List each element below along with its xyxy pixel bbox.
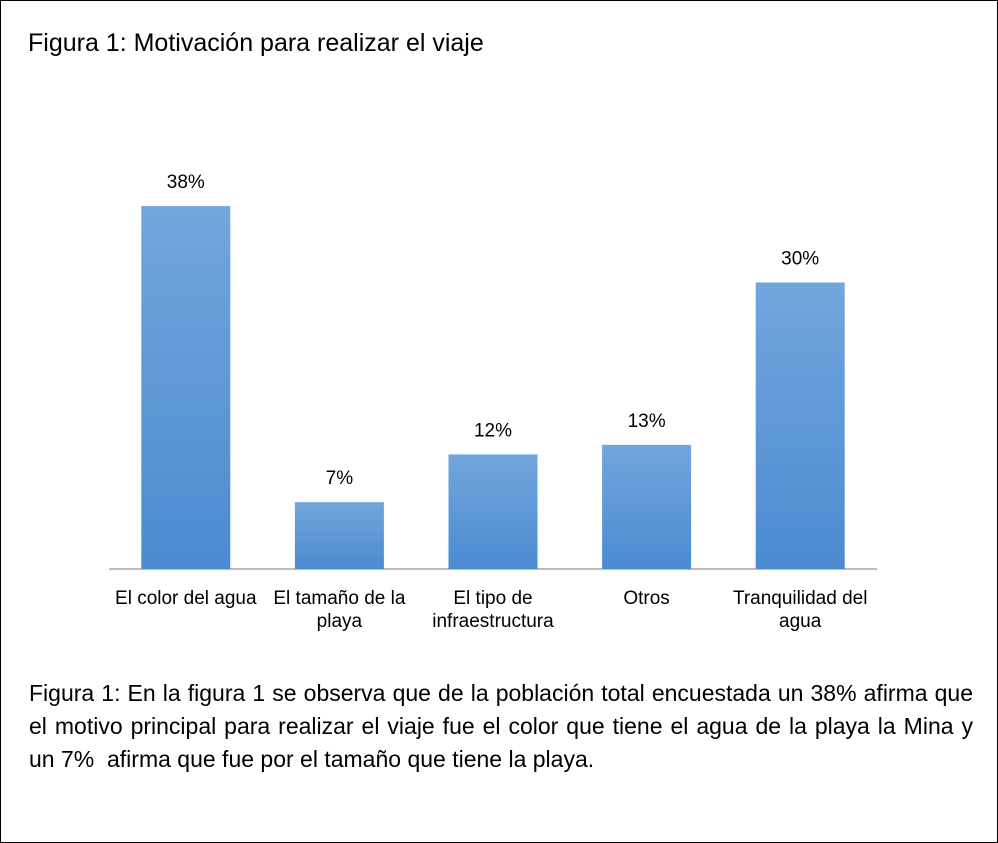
data-label: 7% — [326, 468, 354, 489]
bar — [602, 444, 692, 569]
bar — [448, 454, 538, 569]
data-label: 30% — [781, 249, 819, 270]
bar — [141, 206, 231, 569]
x-tick-label: Tranquilidad del agua — [732, 588, 868, 632]
bar — [294, 502, 384, 569]
x-tick-label: El color del agua — [115, 588, 257, 609]
x-tick-label: El tamaño de la playa — [273, 588, 406, 632]
chart-title: Figura 1: Motivación para realizar el vi… — [28, 29, 484, 57]
caption: Figura 1: En la figura 1 se observa que … — [29, 680, 986, 772]
x-tick-label: Otros — [623, 588, 670, 609]
data-label: 13% — [628, 411, 666, 432]
data-label: 38% — [167, 172, 205, 193]
data-label: 12% — [474, 420, 512, 441]
bar — [755, 282, 845, 569]
x-tick-label: El tipo de infraestructura — [432, 588, 554, 632]
